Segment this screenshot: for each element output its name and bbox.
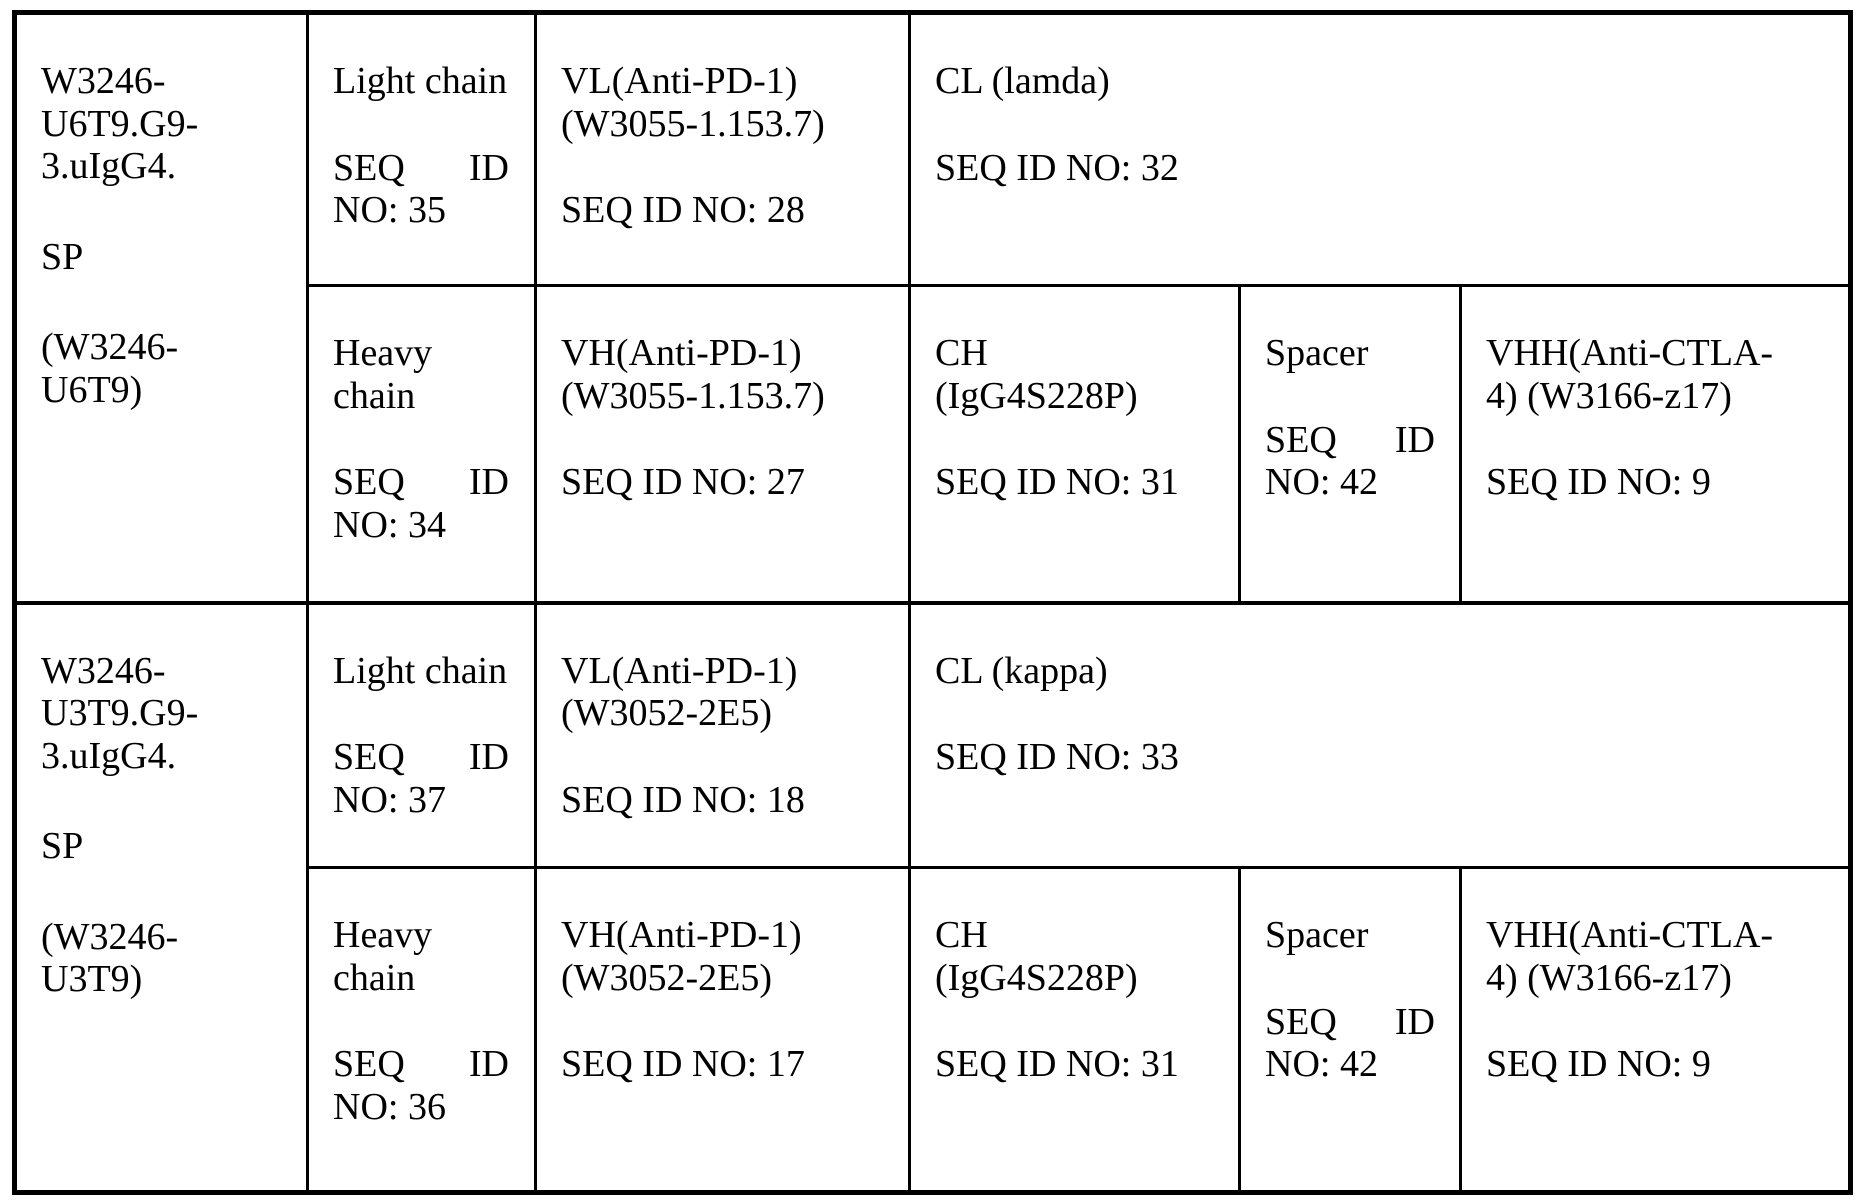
construct-name: W3246- U6T9.G9- 3.uIgG4. [41,60,199,188]
seq-word: SEQ [333,146,405,189]
construct1-heavy-chain-cell: Heavy chain SEQ ID NO: 34 [306,284,537,604]
construct2-spacer-cell: Spacer SEQ ID NO: 42 [1238,866,1462,1194]
seq-id-line: SEQ ID [333,147,509,190]
seq-id-line: SEQ ID NO: 18 [561,778,805,821]
construct1-cl-cell: CL (lamda) SEQ ID NO: 32 [907,11,1853,287]
seq-word: SEQ [1265,1000,1337,1043]
construct1-vh-cell: VH(Anti-PD-1) (W3055-1.153.7) SEQ ID NO:… [534,284,911,604]
chain-label: Light chain [333,649,508,692]
seq-no-line: NO: 42 [1265,461,1378,504]
seq-word: SEQ [1265,418,1337,461]
seq-id-block: SEQ ID NO: 42 [1265,1001,1437,1086]
id-word: ID [1394,1000,1435,1043]
chain-label: Light chain [333,60,508,102]
chain-label: Heavy chain [333,332,433,417]
seq-id-block: SEQ ID NO: 35 [333,147,512,232]
domain-title: CL (kappa) [935,649,1108,692]
construct2-ch-cell: CH (IgG4S228P) SEQ ID NO: 31 [908,866,1241,1194]
domain-title: Spacer [1265,332,1369,374]
seq-id-line: SEQ ID NO: 31 [935,1043,1179,1086]
domain-title: CL (lamda) [935,60,1110,102]
id-word: ID [468,146,509,189]
domain-title: VH(Anti-PD-1) (W3052-2E5) [561,914,802,999]
seq-word: SEQ [333,1043,405,1086]
seq-id-line: SEQ ID NO: 32 [935,146,1179,189]
seq-id-block: SEQ ID NO: 42 [1265,419,1437,504]
seq-id-line: SEQ ID [1265,1001,1435,1044]
seq-id-line: SEQ ID [333,461,509,504]
seq-id-line: SEQ ID NO: 31 [935,461,1179,504]
construct-sp: SP [41,825,84,868]
construct1-name-cell: W3246- U6T9.G9- 3.uIgG4. SP (W3246- U6T9… [13,11,309,604]
sequence-table: W3246- U6T9.G9- 3.uIgG4. SP (W3246- U6T9… [12,10,1854,1195]
seq-id-line: SEQ ID [1265,419,1435,462]
construct1-light-chain-cell: Light chain SEQ ID NO: 35 [306,11,537,287]
id-word: ID [468,1043,509,1086]
construct2-cl-cell: CL (kappa) SEQ ID NO: 33 [907,600,1853,869]
seq-id-line: SEQ ID [333,736,509,779]
construct-name: W3246- U3T9.G9- 3.uIgG4. [41,649,199,777]
domain-title: VH(Anti-PD-1) (W3055-1.153.7) [561,332,825,417]
seq-id-block: SEQ ID NO: 37 [333,736,512,821]
construct2-vh-cell: VH(Anti-PD-1) (W3052-2E5) SEQ ID NO: 17 [534,866,911,1194]
construct1-light-row: W3246- U6T9.G9- 3.uIgG4. SP (W3246- U6T9… [13,11,1853,604]
seq-id-line: SEQ ID NO: 9 [1486,461,1711,504]
domain-title: CH (IgG4S228P) [935,332,1138,417]
seq-no-line: NO: 42 [1265,1043,1378,1086]
seq-id-block: SEQ ID NO: 36 [333,1043,512,1128]
seq-id-line: SEQ ID NO: 28 [561,189,805,232]
id-word: ID [468,461,509,504]
id-word: ID [1394,418,1435,461]
domain-title: CH (IgG4S228P) [935,914,1138,999]
construct-sp: SP [41,235,84,278]
construct2-light-chain-cell: Light chain SEQ ID NO: 37 [306,600,537,869]
construct2-vl-cell: VL(Anti-PD-1) (W3052-2E5) SEQ ID NO: 18 [534,600,911,869]
construct-code: (W3246- U6T9) [41,326,179,411]
construct1-spacer-cell: Spacer SEQ ID NO: 42 [1238,284,1462,604]
seq-id-line: SEQ ID NO: 9 [1486,1043,1711,1086]
construct1-vl-cell: VL(Anti-PD-1) (W3055-1.153.7) SEQ ID NO:… [534,11,911,287]
domain-title: Spacer [1265,914,1369,956]
chain-label: Heavy chain [333,914,433,999]
construct2-vhh-cell: VHH(Anti-CTLA- 4) (W3166-z17) SEQ ID NO:… [1458,866,1853,1194]
seq-word: SEQ [333,461,405,504]
construct1-ch-cell: CH (IgG4S228P) SEQ ID NO: 31 [908,284,1241,604]
seq-word: SEQ [333,736,405,779]
domain-title: VHH(Anti-CTLA- 4) (W3166-z17) [1486,332,1774,417]
domain-title: VL(Anti-PD-1) (W3052-2E5) [561,649,798,735]
seq-no-line: NO: 36 [333,1085,446,1128]
id-word: ID [468,736,509,779]
construct1-vhh-cell: VHH(Anti-CTLA- 4) (W3166-z17) SEQ ID NO:… [1458,284,1853,604]
seq-no-line: NO: 35 [333,189,446,232]
construct2-name-cell: W3246- U3T9.G9- 3.uIgG4. SP (W3246- U3T9… [13,600,309,1194]
seq-no-line: NO: 34 [333,503,446,546]
construct2-heavy-row: Heavy chain SEQ ID NO: 36 VH(Anti-PD-1) … [15,866,1853,1194]
seq-id-block: SEQ ID NO: 34 [333,461,512,546]
construct2-heavy-chain-cell: Heavy chain SEQ ID NO: 36 [306,866,537,1194]
seq-no-line: NO: 37 [333,778,446,821]
seq-id-line: SEQ ID NO: 33 [935,736,1179,779]
construct-code: (W3246- U3T9) [41,915,179,1001]
domain-title: VHH(Anti-CTLA- 4) (W3166-z17) [1486,914,1774,999]
domain-title: VL(Anti-PD-1) (W3055-1.153.7) [561,60,825,145]
construct2-light-row: W3246- U3T9.G9- 3.uIgG4. SP (W3246- U3T9… [13,600,1853,1194]
seq-id-line: SEQ ID NO: 17 [561,1043,805,1086]
seq-id-line: SEQ ID [333,1043,509,1086]
construct1-heavy-row: Heavy chain SEQ ID NO: 34 VH(Anti-PD-1) … [15,284,1853,604]
seq-id-line: SEQ ID NO: 27 [561,461,805,504]
